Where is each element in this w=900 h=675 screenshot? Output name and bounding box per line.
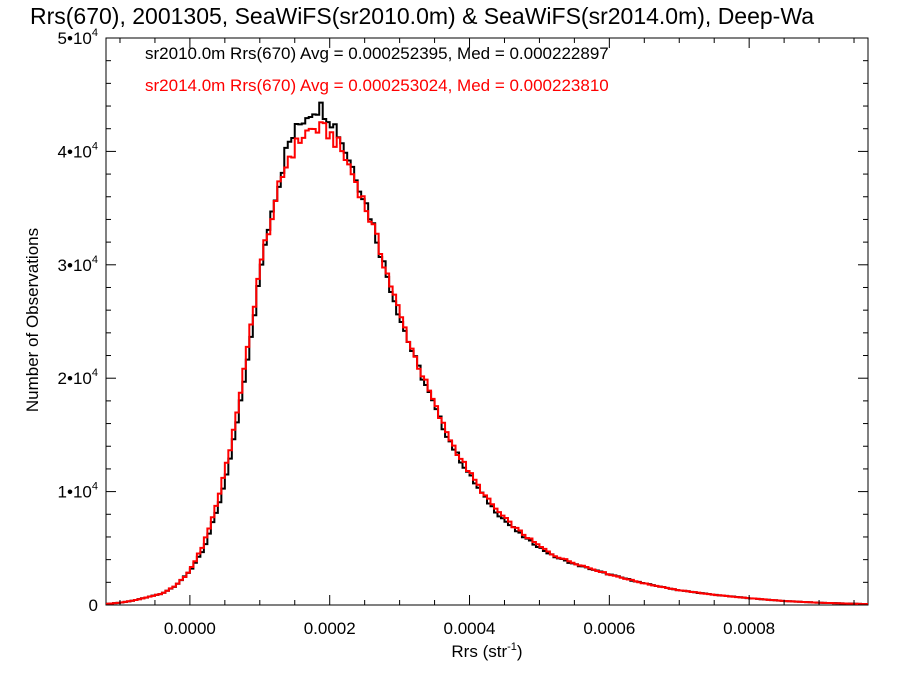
- y-tick-label-4: 3•104: [58, 254, 98, 275]
- legend-entry-1: sr2010.0m Rrs(670) Avg = 0.000252395, Me…: [145, 44, 609, 63]
- plot-area: 0.0000 0.0002 0.0004 0.0006 0.0008 0 1•104 2•10…: [58, 27, 869, 638]
- legend-entry-2: sr2014.0m Rrs(670) Avg = 0.000253024, Me…: [145, 76, 609, 95]
- ticks-layer: 0.0000 0.0002 0.0004 0.0006 0.0008 0 1•104 2•10…: [58, 27, 868, 638]
- x-tick-label-2: 0.0002: [304, 619, 356, 638]
- y-tick-label-5: 4•104: [58, 140, 98, 161]
- chart-title: Rrs(670), 2001305, SeaWiFS(sr2010.0m) & …: [30, 3, 814, 29]
- x-axis-label: Rrs (str-1): [451, 641, 522, 661]
- legend: sr2010.0m Rrs(670) Avg = 0.000252395, Me…: [145, 44, 609, 95]
- y-tick-label-6: 5•104: [58, 27, 98, 48]
- y-axis-label: Number of Observations: [23, 228, 42, 412]
- series-line-1: [106, 101, 868, 606]
- x-axis-label-end: ): [517, 642, 523, 661]
- series-line-2: [106, 121, 868, 606]
- x-tick-label-3: 0.0004: [444, 619, 496, 638]
- y-tick-label-1: 0: [89, 596, 98, 615]
- series-layer: [106, 101, 868, 606]
- x-tick-label-1: 0.0000: [164, 619, 216, 638]
- x-tick-label-4: 0.0006: [583, 619, 635, 638]
- plot-frame: [105, 37, 869, 606]
- x-tick-label-5: 0.0008: [723, 619, 775, 638]
- x-axis-label-main: Rrs (str: [451, 642, 507, 661]
- y-tick-label-2: 1•104: [58, 481, 98, 502]
- x-axis-label-sup: -1: [507, 641, 517, 653]
- y-tick-label-3: 2•104: [58, 367, 98, 388]
